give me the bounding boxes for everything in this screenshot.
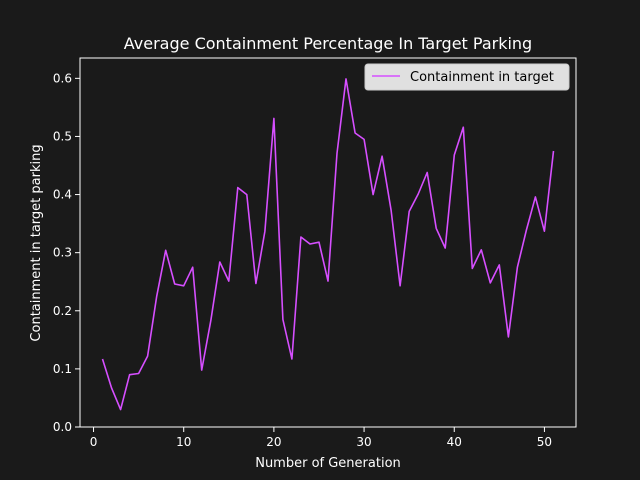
y-axis-label: Containment in target parking xyxy=(29,144,44,341)
x-tick-label: 30 xyxy=(356,435,371,449)
legend-box xyxy=(364,63,570,91)
y-tick-label: 0.0 xyxy=(53,420,72,434)
y-tick-label: 0.1 xyxy=(53,362,72,376)
x-tick-label: 10 xyxy=(176,435,191,449)
axes-frame xyxy=(79,57,577,428)
y-tick-label: 0.3 xyxy=(53,246,72,260)
plot-area: 0 10 20 30 40 50 0.0 0.1 0.2 0.3 0.4 0.5 0.6 xyxy=(53,57,577,449)
legend: Containment in target xyxy=(364,63,570,91)
chart-title: Average Containment Percentage In Target… xyxy=(124,34,532,53)
x-tick-label: 20 xyxy=(266,435,281,449)
x-tick-label: 40 xyxy=(447,435,462,449)
legend-label: Containment in target xyxy=(410,70,554,85)
x-tick-label: 50 xyxy=(537,435,552,449)
y-tick-label: 0.4 xyxy=(53,188,72,202)
x-tick-label: 0 xyxy=(90,435,98,449)
series-line-containment xyxy=(101,78,555,411)
y-tick-label: 0.5 xyxy=(53,129,72,143)
y-tick-label: 0.2 xyxy=(53,304,72,318)
y-tick-label: 0.6 xyxy=(53,71,72,85)
x-axis-label: Number of Generation xyxy=(255,456,401,471)
